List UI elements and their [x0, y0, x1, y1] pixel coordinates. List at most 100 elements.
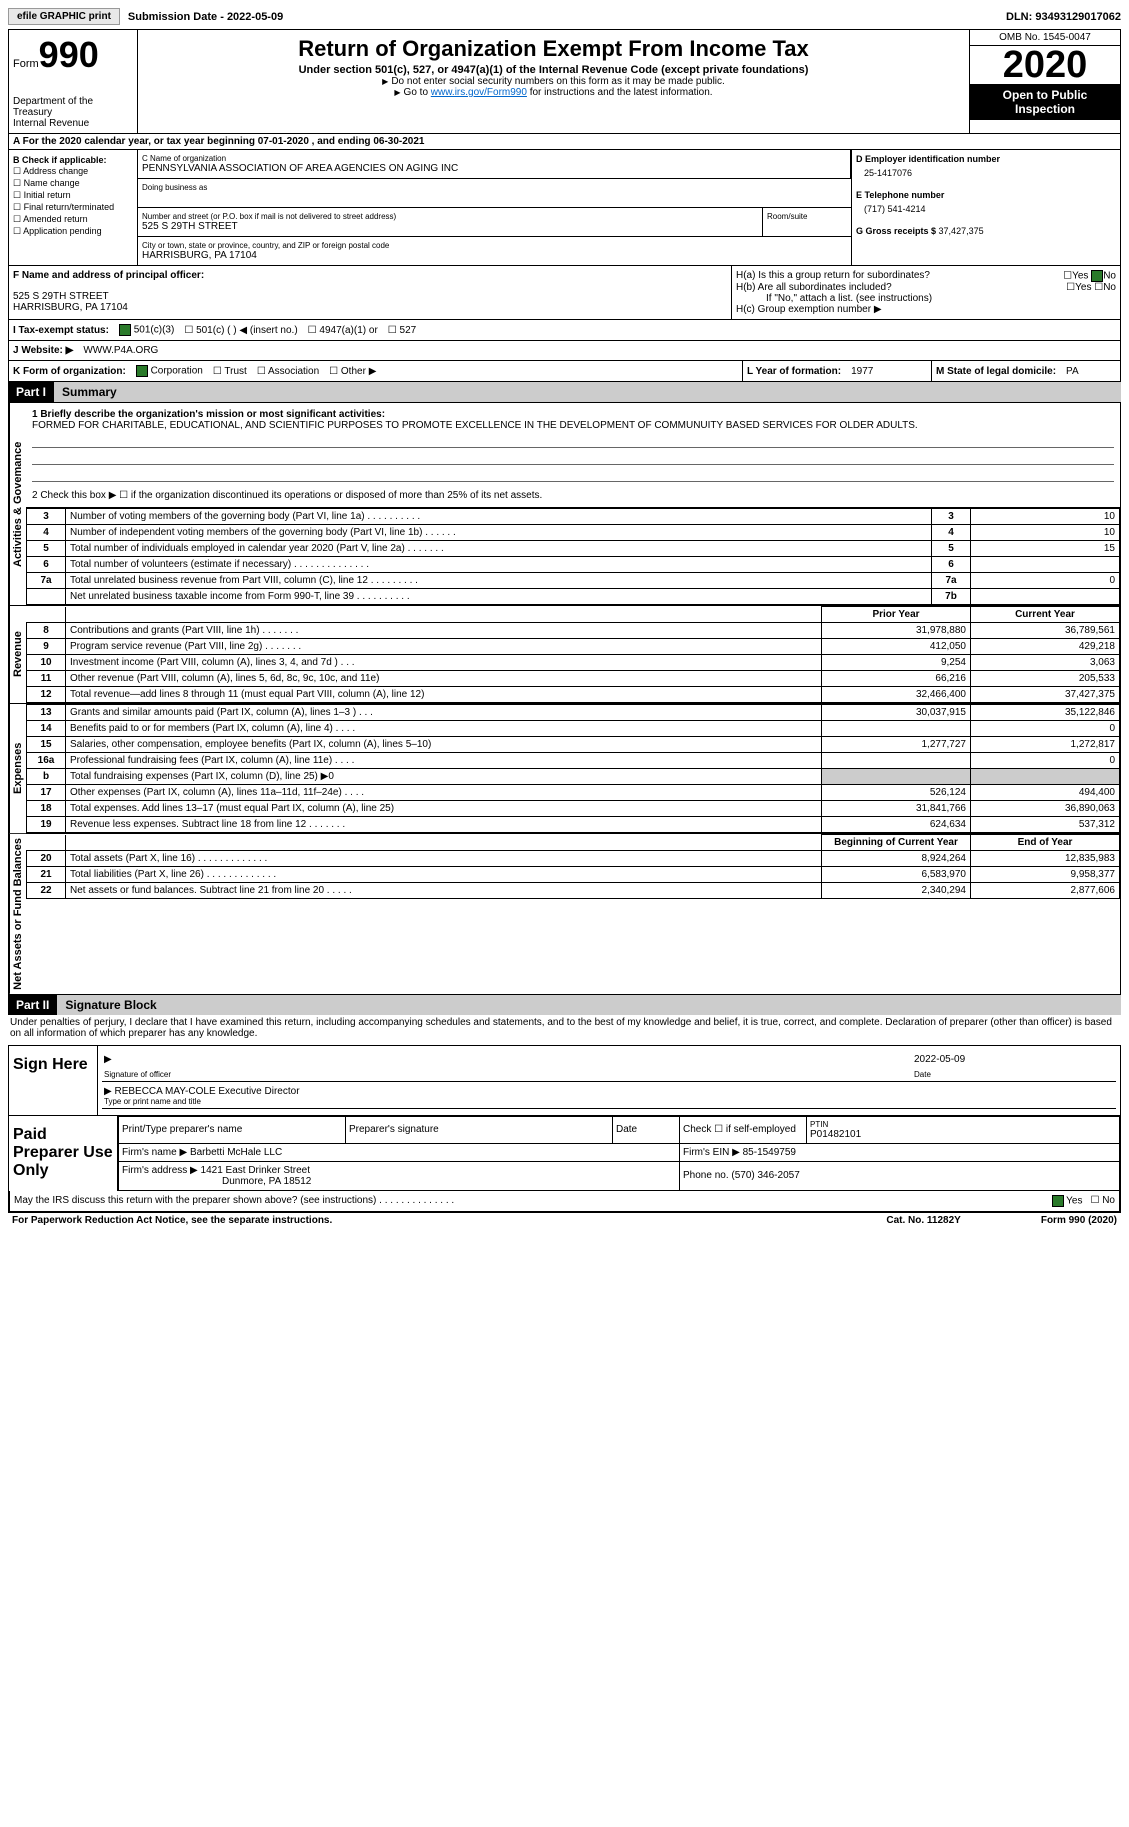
netassets-table: Beginning of Current YearEnd of Year 20T…	[26, 834, 1120, 899]
side-expenses: Expenses	[9, 704, 26, 833]
chk-amended[interactable]: ☐ Amended return	[13, 214, 133, 225]
mission-text: FORMED FOR CHARITABLE, EDUCATIONAL, AND …	[32, 420, 1114, 431]
table-row: Net unrelated business taxable income fr…	[27, 589, 1120, 605]
discuss-row: May the IRS discuss this return with the…	[9, 1191, 1120, 1212]
table-row: 12Total revenue—add lines 8 through 11 (…	[27, 687, 1120, 703]
hb-row: H(b) Are all subordinates included? ☐Yes…	[736, 282, 1116, 293]
city-cell: City or town, state or province, country…	[138, 237, 851, 265]
ha-no-checked[interactable]	[1091, 270, 1103, 282]
table-row: bTotal fundraising expenses (Part IX, co…	[27, 769, 1120, 785]
addr-cell: Number and street (or P.O. box if mail i…	[138, 208, 763, 236]
col-b-label: B Check if applicable:	[13, 155, 133, 165]
discuss-no[interactable]: ☐ No	[1090, 1195, 1115, 1207]
chk-527[interactable]: ☐ 527	[388, 325, 416, 336]
org-city: HARRISBURG, PA 17104	[142, 250, 847, 261]
sign-here-label: Sign Here	[9, 1046, 98, 1115]
table-row: 13Grants and similar amounts paid (Part …	[27, 705, 1120, 721]
chk-initial[interactable]: ☐ Initial return	[13, 190, 133, 201]
col-header-row: Prior YearCurrent Year	[27, 607, 1120, 623]
table-row: 4Number of independent voting members of…	[27, 525, 1120, 541]
mission-block: 1 Briefly describe the organization's mi…	[26, 403, 1120, 508]
sig-name-line: ▶ REBECCA MAY-COLE Executive DirectorTyp…	[102, 1084, 1116, 1109]
firm-ein-cell: Firm's EIN ▶ 85-1549759	[680, 1143, 1120, 1161]
chk-final[interactable]: ☐ Final return/terminated	[13, 202, 133, 213]
part2-num: Part II	[8, 995, 57, 1015]
org-name: PENNSYLVANIA ASSOCIATION OF AREA AGENCIE…	[142, 163, 846, 174]
table-row: 10Investment income (Part VIII, column (…	[27, 655, 1120, 671]
website-value: WWW.P4A.ORG	[83, 345, 158, 356]
ha-row: H(a) Is this a group return for subordin…	[736, 270, 1116, 282]
form-header: Form990 Department of the Treasury Inter…	[8, 29, 1121, 134]
row-j-website: J Website: ▶ WWW.P4A.ORG	[8, 341, 1121, 361]
efile-btn[interactable]: efile GRAPHIC print	[8, 8, 120, 25]
prep-row-1: Print/Type preparer's name Preparer's si…	[119, 1116, 1120, 1143]
chk-address[interactable]: ☐ Address change	[13, 166, 133, 177]
chk-assoc[interactable]: ☐ Association	[257, 366, 319, 377]
submission-date: Submission Date - 2022-05-09	[128, 11, 283, 23]
officer-addr2: HARRISBURG, PA 17104	[13, 302, 727, 313]
prep-row-3: Firm's address ▶ 1421 East Drinker Stree…	[119, 1161, 1120, 1190]
side-netassets: Net Assets or Fund Balances	[9, 834, 26, 994]
firm-phone-cell: Phone no. (570) 346-2057	[680, 1161, 1120, 1190]
hc-row: H(c) Group exemption number ▶	[736, 304, 1116, 315]
chk-4947[interactable]: ☐ 4947(a)(1) or	[308, 325, 378, 336]
section-fh: F Name and address of principal officer:…	[8, 266, 1121, 320]
row-k-form-org: K Form of organization: Corporation ☐ Tr…	[8, 361, 742, 382]
prep-row-2: Firm's name ▶ Barbetti McHale LLC Firm's…	[119, 1143, 1120, 1161]
cat-no: Cat. No. 11282Y	[886, 1215, 960, 1226]
room-cell: Room/suite	[763, 208, 851, 236]
mission-line	[32, 467, 1114, 482]
chk-pending[interactable]: ☐ Application pending	[13, 226, 133, 237]
chk-501c[interactable]: ☐ 501(c) ( ) ◀ (insert no.)	[184, 325, 297, 336]
form-title: Return of Organization Exempt From Incom…	[142, 36, 965, 62]
table-row: 17Other expenses (Part IX, column (A), l…	[27, 785, 1120, 801]
topbar: efile GRAPHIC print Submission Date - 20…	[8, 8, 1121, 25]
form-ref: Form 990 (2020)	[1041, 1215, 1117, 1226]
part1-num: Part I	[8, 382, 54, 402]
table-row: 21Total liabilities (Part X, line 26) . …	[27, 867, 1120, 883]
form-subtitle: Under section 501(c), 527, or 4947(a)(1)…	[142, 64, 965, 76]
preparer-block: Paid Preparer Use Only Print/Type prepar…	[9, 1115, 1120, 1191]
chk-trust[interactable]: ☐ Trust	[213, 366, 247, 377]
part1-title: Summary	[54, 382, 1121, 402]
col-header-row: Beginning of Current YearEnd of Year	[27, 835, 1120, 851]
paid-preparer-label: Paid Preparer Use Only	[9, 1116, 118, 1191]
part2-title: Signature Block	[57, 995, 1121, 1015]
table-row: 22Net assets or fund balances. Subtract …	[27, 883, 1120, 899]
chk-name[interactable]: ☐ Name change	[13, 178, 133, 189]
side-revenue: Revenue	[9, 606, 26, 703]
open-inspection: Open to Public Inspection	[970, 84, 1120, 120]
instr-ssn: Do not enter social security numbers on …	[142, 76, 965, 87]
part2-header: Part II Signature Block	[8, 995, 1121, 1015]
hb-note: If "No," attach a list. (see instruction…	[766, 293, 1116, 304]
col-f-officer: F Name and address of principal officer:…	[9, 266, 731, 319]
gross-receipts: G Gross receipts $ 37,427,375	[856, 226, 1116, 236]
q2-discontinue: 2 Check this box ▶ ☐ if the organization…	[32, 490, 1114, 501]
chk-501c3[interactable]: 501(c)(3)	[119, 324, 174, 336]
mission-line	[32, 433, 1114, 448]
chk-corp[interactable]: Corporation	[136, 365, 203, 377]
expenses-table: 13Grants and similar amounts paid (Part …	[26, 704, 1120, 833]
revenue-table: Prior YearCurrent Year 8Contributions an…	[26, 606, 1120, 703]
chk-other[interactable]: ☐ Other ▶	[329, 366, 376, 377]
row-m-domicile: M State of legal domicile: PA	[931, 361, 1121, 382]
table-row: 9Program service revenue (Part VIII, lin…	[27, 639, 1120, 655]
signature-block: Sign Here ▶Signature of officer 2022-05-…	[8, 1045, 1121, 1213]
col-c-org: C Name of organization PENNSYLVANIA ASSO…	[138, 150, 851, 265]
officer-name: REBECCA MAY-COLE Executive Director	[114, 1086, 299, 1097]
header-mid: Return of Organization Exempt From Incom…	[138, 30, 969, 133]
tax-year: 2020	[970, 46, 1120, 84]
firm-name-cell: Firm's name ▶ Barbetti McHale LLC	[119, 1143, 680, 1161]
row-l-formation: L Year of formation: 1977	[742, 361, 931, 382]
header-right: OMB No. 1545-0047 2020 Open to Public In…	[969, 30, 1120, 133]
section-bc: B Check if applicable: ☐ Address change …	[8, 150, 1121, 266]
irs-link[interactable]: www.irs.gov/Form990	[431, 87, 527, 98]
dln: DLN: 93493129017062	[1006, 11, 1121, 23]
table-row: 3Number of voting members of the governi…	[27, 509, 1120, 525]
table-row: 7aTotal unrelated business revenue from …	[27, 573, 1120, 589]
ptin-cell: PTINP01482101	[807, 1116, 1120, 1143]
discuss-yes[interactable]: Yes	[1052, 1195, 1083, 1207]
dba-cell: Doing business as	[138, 179, 211, 207]
ein-value: 25-1417076	[864, 168, 1116, 178]
row-i-tax-status: I Tax-exempt status: 501(c)(3) ☐ 501(c) …	[8, 320, 1121, 341]
